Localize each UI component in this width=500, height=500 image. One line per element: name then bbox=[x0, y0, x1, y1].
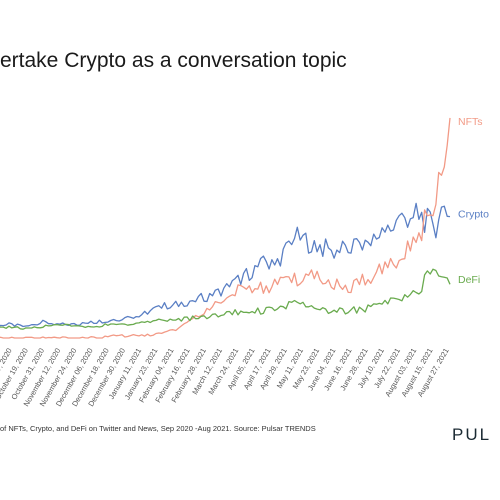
pulsar-logo: PUL bbox=[452, 425, 492, 444]
series-label-defi: DeFi bbox=[458, 274, 480, 286]
series-labels: Crypto NFTs DeFi bbox=[458, 116, 489, 286]
series-line-crypto bbox=[0, 202, 451, 328]
chart-caption: of NFTs, Crypto, and DeFi on Twitter and… bbox=[0, 424, 316, 433]
series-line-defi bbox=[0, 268, 451, 330]
chart-lines bbox=[0, 117, 451, 339]
page-title: ertake Crypto as a conversation topic bbox=[0, 49, 347, 72]
series-label-nfts: NFTs bbox=[458, 116, 483, 128]
series-line-nfts bbox=[0, 117, 451, 339]
series-label-crypto: Crypto bbox=[458, 209, 489, 221]
